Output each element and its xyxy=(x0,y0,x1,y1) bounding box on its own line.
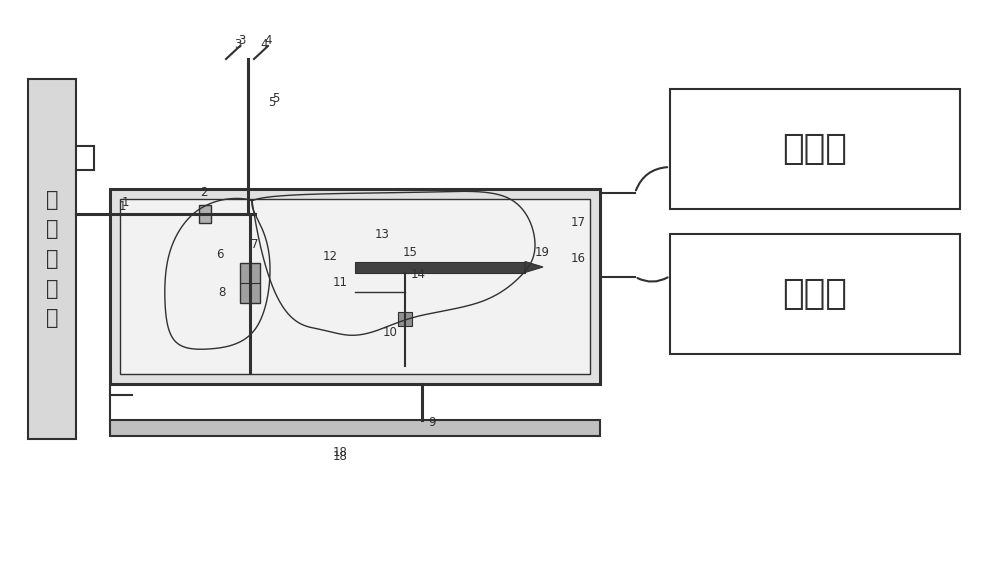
Bar xyxy=(28,79,76,439)
Text: 5: 5 xyxy=(272,92,279,105)
Text: 11: 11 xyxy=(332,275,348,289)
Text: 1: 1 xyxy=(118,200,126,213)
Text: 4: 4 xyxy=(264,34,272,47)
Text: 4: 4 xyxy=(260,37,268,51)
Bar xyxy=(355,262,525,272)
Bar xyxy=(120,199,590,374)
Text: 8: 8 xyxy=(218,285,226,298)
Text: 19: 19 xyxy=(534,245,550,258)
Text: 3: 3 xyxy=(234,37,242,51)
Bar xyxy=(110,420,600,436)
Text: 7: 7 xyxy=(251,237,259,250)
Text: 待
测
建
筑
无: 待 测 建 筑 无 xyxy=(46,190,58,328)
Text: 9: 9 xyxy=(428,416,436,429)
Text: 14: 14 xyxy=(411,267,426,280)
Text: 17: 17 xyxy=(570,215,586,228)
Bar xyxy=(240,263,260,303)
Text: 5: 5 xyxy=(268,95,276,108)
Text: 12: 12 xyxy=(322,249,338,262)
Text: 2: 2 xyxy=(200,186,208,199)
Text: 13: 13 xyxy=(375,227,389,240)
Polygon shape xyxy=(525,262,543,272)
Bar xyxy=(199,205,211,223)
Text: 6: 6 xyxy=(216,248,224,261)
Text: 10: 10 xyxy=(383,325,397,338)
Text: 3: 3 xyxy=(238,34,245,47)
Text: 16: 16 xyxy=(570,252,586,265)
Text: 波分器: 波分器 xyxy=(783,132,847,166)
Text: 1: 1 xyxy=(122,196,130,209)
Bar xyxy=(110,189,600,384)
Text: 复用器: 复用器 xyxy=(783,277,847,311)
Bar xyxy=(398,312,412,326)
Text: 15: 15 xyxy=(403,245,417,258)
Text: 18: 18 xyxy=(333,446,347,459)
Bar xyxy=(670,89,960,209)
Bar xyxy=(670,234,960,354)
Text: 18: 18 xyxy=(333,450,347,462)
